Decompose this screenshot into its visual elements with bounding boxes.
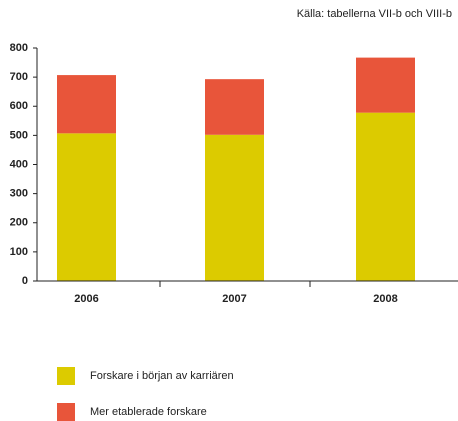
- bar-segment: [205, 79, 264, 135]
- legend-swatch: [57, 403, 75, 421]
- y-tick-label: 700: [10, 71, 28, 83]
- bar-segment: [356, 57, 415, 113]
- bar-segment: [356, 112, 415, 281]
- y-tick-label: 800: [10, 42, 28, 54]
- y-tick-label: 500: [10, 129, 28, 141]
- y-tick-label: 300: [10, 188, 28, 200]
- legend-label: Forskare i början av karriären: [90, 370, 234, 382]
- y-tick-label: 0: [22, 275, 28, 287]
- y-tick-label: 100: [10, 246, 28, 258]
- y-tick-label: 400: [10, 158, 28, 170]
- legend-swatch: [57, 367, 75, 385]
- x-tick-label: 2007: [222, 293, 246, 305]
- y-tick-label: 600: [10, 100, 28, 112]
- legend-label: Mer etablerade forskare: [90, 406, 207, 418]
- y-tick-label: 200: [10, 217, 28, 229]
- x-tick-label: 2008: [373, 293, 397, 305]
- bar-segment: [57, 133, 116, 281]
- source-note: Källa: tabellerna VII-b och VIII-b: [297, 8, 452, 20]
- bar-segment: [57, 75, 116, 134]
- x-tick-label: 2006: [74, 293, 98, 305]
- bar-segment: [205, 134, 264, 281]
